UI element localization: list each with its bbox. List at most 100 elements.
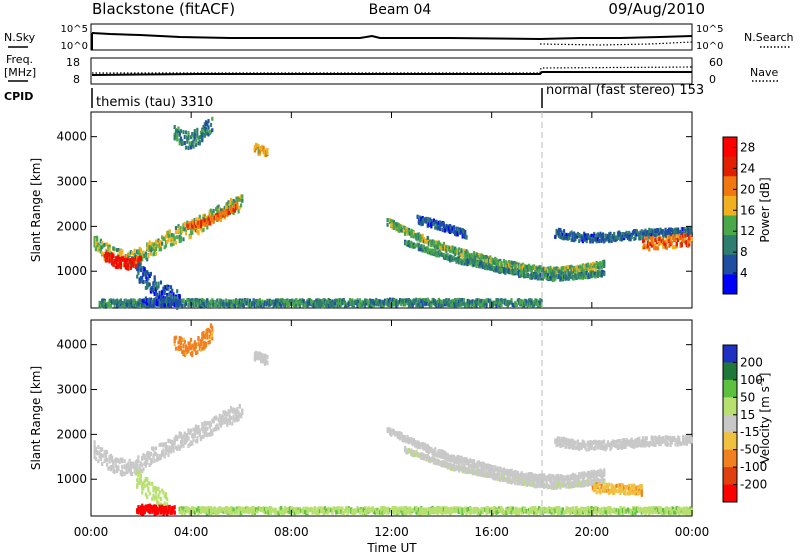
power-data-cell [156,292,159,297]
power-data-cell [590,274,593,279]
power-data-cell [497,266,501,271]
power-data-cell [487,264,491,269]
power-data-cell [677,231,680,236]
velocity-data-cell [191,432,194,437]
power-data-cell [348,301,352,306]
power-data-cell [581,269,584,274]
power-data-cell [538,266,541,271]
power-data-cell [193,225,196,230]
power-data-cell [183,135,186,139]
power-data-cell [435,253,438,258]
power-data-cell [196,134,199,139]
power-data-cell [360,303,363,308]
power-data-cell [207,132,210,137]
power-data-cell [201,301,204,306]
power-data-cell [227,211,230,216]
power-data-cell [204,216,208,220]
power-data-cell [203,222,206,227]
power-data-cell [240,302,243,307]
power-data-cell [93,243,96,248]
velocity-data-cell [169,447,173,452]
power-data-cell [573,269,576,274]
power-data-cell [551,273,554,278]
power-data-cell [139,278,142,283]
velocity-data-cell [153,458,156,463]
power-data-cell [147,247,150,252]
power-data-cell [430,224,433,229]
power-data-cell [171,233,174,237]
power-data-cell [216,298,219,303]
power-data-cell [258,303,261,308]
power-data-cell [255,299,258,304]
velocity-data-cell [191,441,194,446]
power-data-cell [586,262,589,267]
power-data-cell [507,264,511,269]
velocity-data-cell [164,506,168,511]
power-data-cell [601,232,605,237]
power-data-cell [133,303,136,308]
power-data-cell [152,298,155,303]
velocity-data-cell [173,505,176,510]
power-data-cell [546,276,549,281]
power-data-cell [268,298,271,303]
power-data-cell [469,300,472,305]
power-data-cell [127,252,130,257]
velocity-data-cell [152,447,155,452]
power-data-cell [560,233,563,238]
power-data-cell [280,299,283,303]
velocity-data-cell [184,351,188,356]
velocity-data-cell [445,456,448,461]
power-data-cell [469,254,472,259]
power-data-cell [386,218,389,223]
power-data-cell [434,302,437,307]
power-data-cell [559,273,562,278]
velocity-data-cell [184,348,188,353]
power-data-cell [489,303,492,308]
power-data-cell [109,257,112,262]
power-data-cell [417,232,420,237]
velocity-data-cell [197,337,200,341]
power-data-cell [417,236,420,240]
power-data-cell [426,297,429,302]
power-data-cell [407,300,410,305]
power-data-cell [215,215,218,220]
power-data-cell [454,246,457,251]
power-data-cell [431,251,434,256]
power-data-cell [315,302,318,306]
power-data-cell [242,303,245,308]
power-data-cell [425,240,428,245]
power-data-cell [668,235,671,240]
power-data-cell [442,223,445,228]
power-data-cell [136,303,139,308]
velocity-data-cell [163,454,166,459]
power-data-cell [99,303,102,308]
velocity-data-cell [128,458,131,463]
power-data-cell [194,220,198,225]
power-colorbar-tick-label: 4 [740,266,748,280]
power-data-cell [182,298,185,303]
power-data-cell [434,299,437,304]
power-data-cell [556,230,559,235]
velocity-data-cell [158,490,161,495]
power-data-cell [668,243,671,248]
power-data-cell [564,276,567,281]
power-data-cell [591,267,594,272]
power-data-cell [649,236,652,241]
power-data-cell [232,302,235,307]
power-data-cell [265,300,268,305]
velocity-data-cell [154,507,158,512]
power-data-cell [516,271,519,276]
velocity-data-cell [101,453,104,458]
power-colorbar-segment [723,137,737,158]
power-data-cell [273,302,276,307]
power-data-cell [158,240,161,244]
power-data-cell [446,227,449,232]
power-data-cell [283,301,286,306]
power-data-cell [141,252,144,257]
power-data-cell [494,261,497,266]
velocity-data-cell [163,501,166,506]
velocity-data-cell [197,425,200,430]
velocity-data-cell [237,415,240,420]
power-data-cell [282,302,285,307]
power-data-cell [101,298,104,303]
